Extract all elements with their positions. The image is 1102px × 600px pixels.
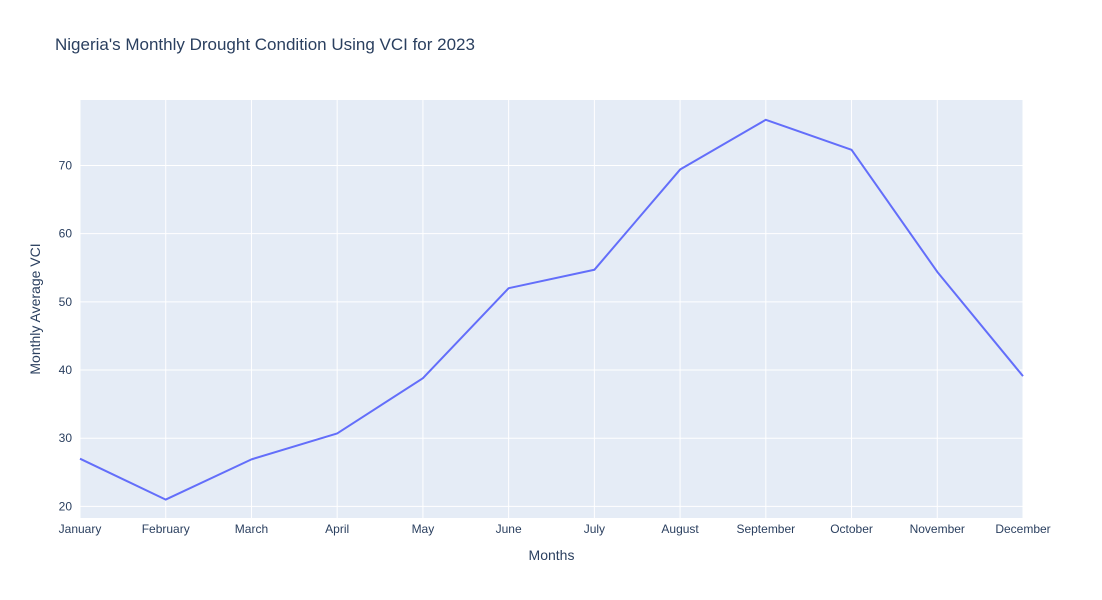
x-tick-label: August <box>661 522 699 536</box>
x-tick-label: February <box>142 522 190 536</box>
chart-title: Nigeria's Monthly Drought Condition Usin… <box>55 35 475 54</box>
x-tick-label: October <box>830 522 873 536</box>
x-tick-label: June <box>496 522 522 536</box>
x-tick-label: March <box>235 522 268 536</box>
y-tick-label: 70 <box>59 158 73 172</box>
y-tick-label: 30 <box>59 431 73 445</box>
y-axis-ticks: 20 30 40 50 60 70 <box>59 158 73 513</box>
x-tick-label: January <box>59 522 102 536</box>
grid-lines <box>79 100 1024 518</box>
x-tick-label: April <box>325 522 349 536</box>
y-tick-label: 40 <box>59 363 73 377</box>
x-tick-label: September <box>736 522 795 536</box>
y-axis-title: Monthly Average VCI <box>27 243 43 374</box>
y-tick-label: 60 <box>59 227 73 241</box>
plot-area <box>80 100 1023 518</box>
series-line <box>79 118 1024 501</box>
y-tick-label: 50 <box>59 295 73 309</box>
x-tick-label: December <box>995 522 1050 536</box>
x-tick-label: July <box>584 522 605 536</box>
x-axis-ticks: January February March April May June July Augu… <box>59 522 1051 536</box>
y-tick-label: 20 <box>59 499 73 513</box>
x-tick-label: November <box>910 522 965 536</box>
x-axis-title: Months <box>529 547 575 563</box>
series-layer <box>79 118 1024 501</box>
x-tick-label: May <box>412 522 435 536</box>
